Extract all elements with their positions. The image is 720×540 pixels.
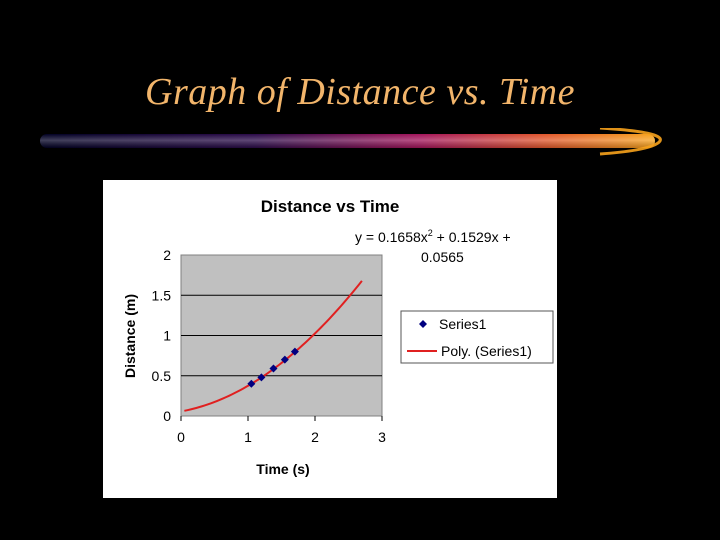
y-tick-label: 0.5 (152, 368, 172, 384)
y-axis-label: Distance (m) (122, 294, 138, 378)
y-tick-label: 2 (163, 247, 171, 263)
x-tick-label: 3 (378, 429, 386, 445)
series1-markers (247, 347, 299, 388)
legend-trendline-label: Poly. (Series1) (441, 343, 532, 359)
data-point (280, 355, 289, 364)
gridlines (181, 294, 382, 377)
slide-title: Graph of Distance vs. Time (145, 71, 575, 113)
chart-card: Distance vs Time y = 0.1658x2 + 0.1529x … (103, 180, 557, 498)
legend: Series1 Poly. (Series1) (400, 310, 554, 364)
title-underline-bar (40, 128, 665, 156)
data-point (257, 373, 266, 382)
legend-series1-label: Series1 (439, 316, 487, 332)
y-tick-label: 0 (163, 408, 171, 424)
legend-series1-marker (419, 320, 427, 328)
y-tick-label: 1.5 (152, 287, 172, 303)
distance-time-chart: Distance vs Time y = 0.1658x2 + 0.1529x … (122, 197, 554, 477)
x-tick-label: 1 (244, 429, 252, 445)
trendline-equation-line1: y = 0.1658x2 + 0.1529x + (355, 228, 511, 245)
chart-title: Distance vs Time (261, 197, 400, 216)
y-axis-ticks: 0 0.5 1 1.5 2 (152, 247, 172, 424)
data-point (247, 379, 256, 388)
x-axis-ticks: 0 1 2 3 (177, 416, 386, 445)
data-point (269, 364, 278, 373)
y-tick-label: 1 (163, 328, 171, 344)
legend-box (400, 310, 554, 364)
data-point (290, 347, 299, 356)
x-axis-label: Time (s) (256, 461, 309, 477)
trendline-equation-line2: 0.0565 (421, 249, 464, 265)
x-tick-label: 2 (311, 429, 319, 445)
x-tick-label: 0 (177, 429, 185, 445)
